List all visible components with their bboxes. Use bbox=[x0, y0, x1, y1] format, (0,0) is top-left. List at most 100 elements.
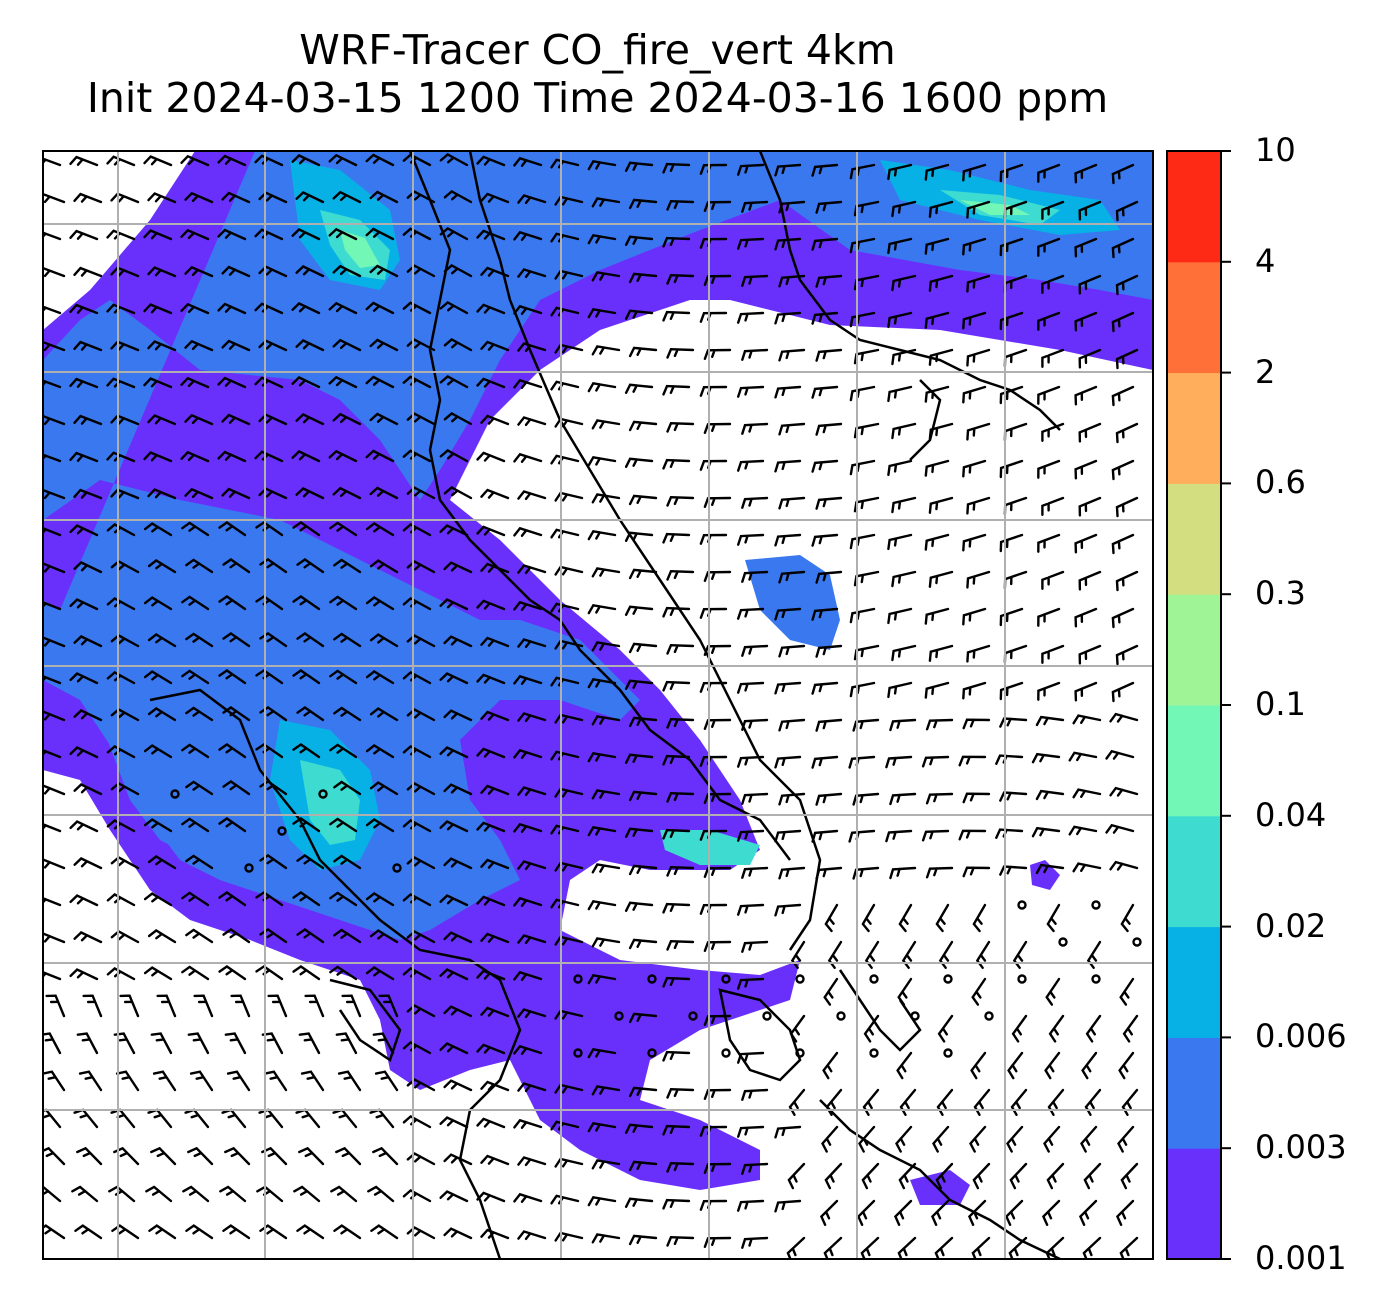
wind-barb bbox=[849, 607, 876, 624]
wind-barb bbox=[1008, 1236, 1028, 1259]
wind-barb bbox=[774, 829, 802, 843]
wind-barb bbox=[821, 1125, 839, 1153]
wind-barb bbox=[156, 994, 177, 1018]
wind-barb bbox=[737, 977, 765, 990]
calm-wind-marker bbox=[688, 1011, 698, 1021]
wind-barb bbox=[1047, 1088, 1065, 1116]
wind-barb bbox=[849, 533, 876, 550]
wind-barb bbox=[1031, 826, 1061, 838]
wind-barb bbox=[628, 642, 658, 654]
wind-barb bbox=[298, 1146, 325, 1166]
wind-barb bbox=[554, 1157, 584, 1168]
wind-barb bbox=[69, 451, 99, 463]
wind-barb bbox=[330, 1185, 358, 1203]
wind-barb bbox=[221, 1108, 247, 1129]
wind-barb bbox=[815, 570, 843, 584]
wind-barb bbox=[115, 1070, 140, 1092]
calm-wind-marker bbox=[392, 863, 402, 873]
coastline-north bbox=[758, 151, 1061, 431]
wind-barb bbox=[587, 751, 617, 763]
wind-barb bbox=[443, 709, 473, 722]
wind-barb bbox=[295, 191, 325, 204]
wind-barb bbox=[439, 153, 469, 167]
wind-barb bbox=[333, 780, 362, 796]
wind-barb bbox=[230, 994, 251, 1018]
calm-wind-marker bbox=[277, 826, 287, 836]
wind-barb bbox=[587, 1121, 617, 1133]
wind-barb bbox=[995, 828, 1024, 839]
wind-barb bbox=[181, 965, 210, 981]
wind-barb bbox=[1111, 385, 1135, 407]
wind-barb bbox=[259, 631, 288, 648]
wind-barb bbox=[291, 302, 321, 315]
wind-barb bbox=[480, 636, 510, 648]
wind-barb bbox=[1074, 533, 1098, 554]
wind-barb bbox=[1046, 903, 1061, 933]
wind-barb bbox=[815, 200, 843, 214]
wind-barb bbox=[587, 381, 617, 393]
wind-barb bbox=[1048, 1014, 1065, 1043]
wind-barb bbox=[513, 378, 543, 389]
wind-barb bbox=[328, 375, 358, 389]
wind-barb bbox=[295, 413, 325, 426]
wind-barb bbox=[439, 746, 469, 759]
wind-barb bbox=[106, 893, 136, 907]
wind-barb bbox=[295, 265, 325, 278]
calm-wind-marker bbox=[984, 1011, 994, 1021]
wind-barb bbox=[329, 743, 358, 759]
wind-barb bbox=[889, 866, 917, 880]
wind-barb bbox=[891, 274, 917, 292]
wind-barb bbox=[187, 1146, 214, 1166]
wind-barb bbox=[291, 450, 321, 463]
wind-barb bbox=[934, 1236, 954, 1259]
wind-barb bbox=[73, 635, 103, 648]
wind-barb bbox=[150, 1146, 177, 1166]
wind-barb bbox=[480, 192, 510, 204]
wind-barb bbox=[1078, 274, 1102, 295]
wind-barb bbox=[1111, 237, 1135, 259]
wind-barb bbox=[999, 459, 1024, 479]
colorbar-segment bbox=[1167, 151, 1221, 263]
wind-barb bbox=[737, 1051, 765, 1064]
wind-barb bbox=[591, 863, 621, 874]
wind-barb bbox=[666, 347, 695, 359]
wind-barb bbox=[143, 966, 173, 981]
wind-barb bbox=[513, 304, 543, 315]
wind-barb bbox=[291, 154, 321, 167]
wind-barb bbox=[999, 607, 1024, 627]
wind-barb bbox=[480, 562, 510, 574]
wind-barb bbox=[925, 718, 954, 731]
wind-barb bbox=[291, 228, 321, 241]
wind-barb bbox=[778, 200, 806, 214]
wind-barb bbox=[624, 531, 654, 542]
calm-wind-marker bbox=[1091, 900, 1101, 910]
wind-barb bbox=[378, 994, 399, 1018]
wind-barb bbox=[587, 529, 617, 541]
wind-barb bbox=[69, 524, 99, 537]
wind-barb bbox=[591, 937, 621, 948]
wind-barb bbox=[887, 163, 913, 181]
wind-barb bbox=[69, 377, 99, 389]
wind-barb bbox=[329, 817, 358, 833]
calm-wind-marker bbox=[1091, 974, 1101, 984]
wind-barb bbox=[628, 1086, 658, 1098]
wind-barb bbox=[591, 345, 621, 356]
wind-barb bbox=[365, 375, 395, 389]
wind-barb bbox=[924, 163, 950, 181]
tracer-fill-003-blob bbox=[745, 555, 840, 650]
wind-barb bbox=[891, 348, 917, 366]
coastline-southeast bbox=[819, 1099, 1061, 1259]
wind-barb bbox=[962, 681, 987, 700]
wind-barb bbox=[925, 866, 954, 879]
wind-barb bbox=[185, 854, 214, 870]
wind-barb bbox=[1010, 1088, 1028, 1116]
wind-barb bbox=[896, 1051, 913, 1080]
colorbar-segment bbox=[1167, 705, 1221, 817]
wind-barb bbox=[975, 940, 991, 969]
wind-barb bbox=[517, 786, 547, 797]
wind-barb bbox=[662, 1198, 691, 1210]
wind-barb bbox=[1105, 749, 1135, 760]
wind-barb bbox=[966, 274, 991, 293]
wind-barb bbox=[624, 457, 654, 468]
